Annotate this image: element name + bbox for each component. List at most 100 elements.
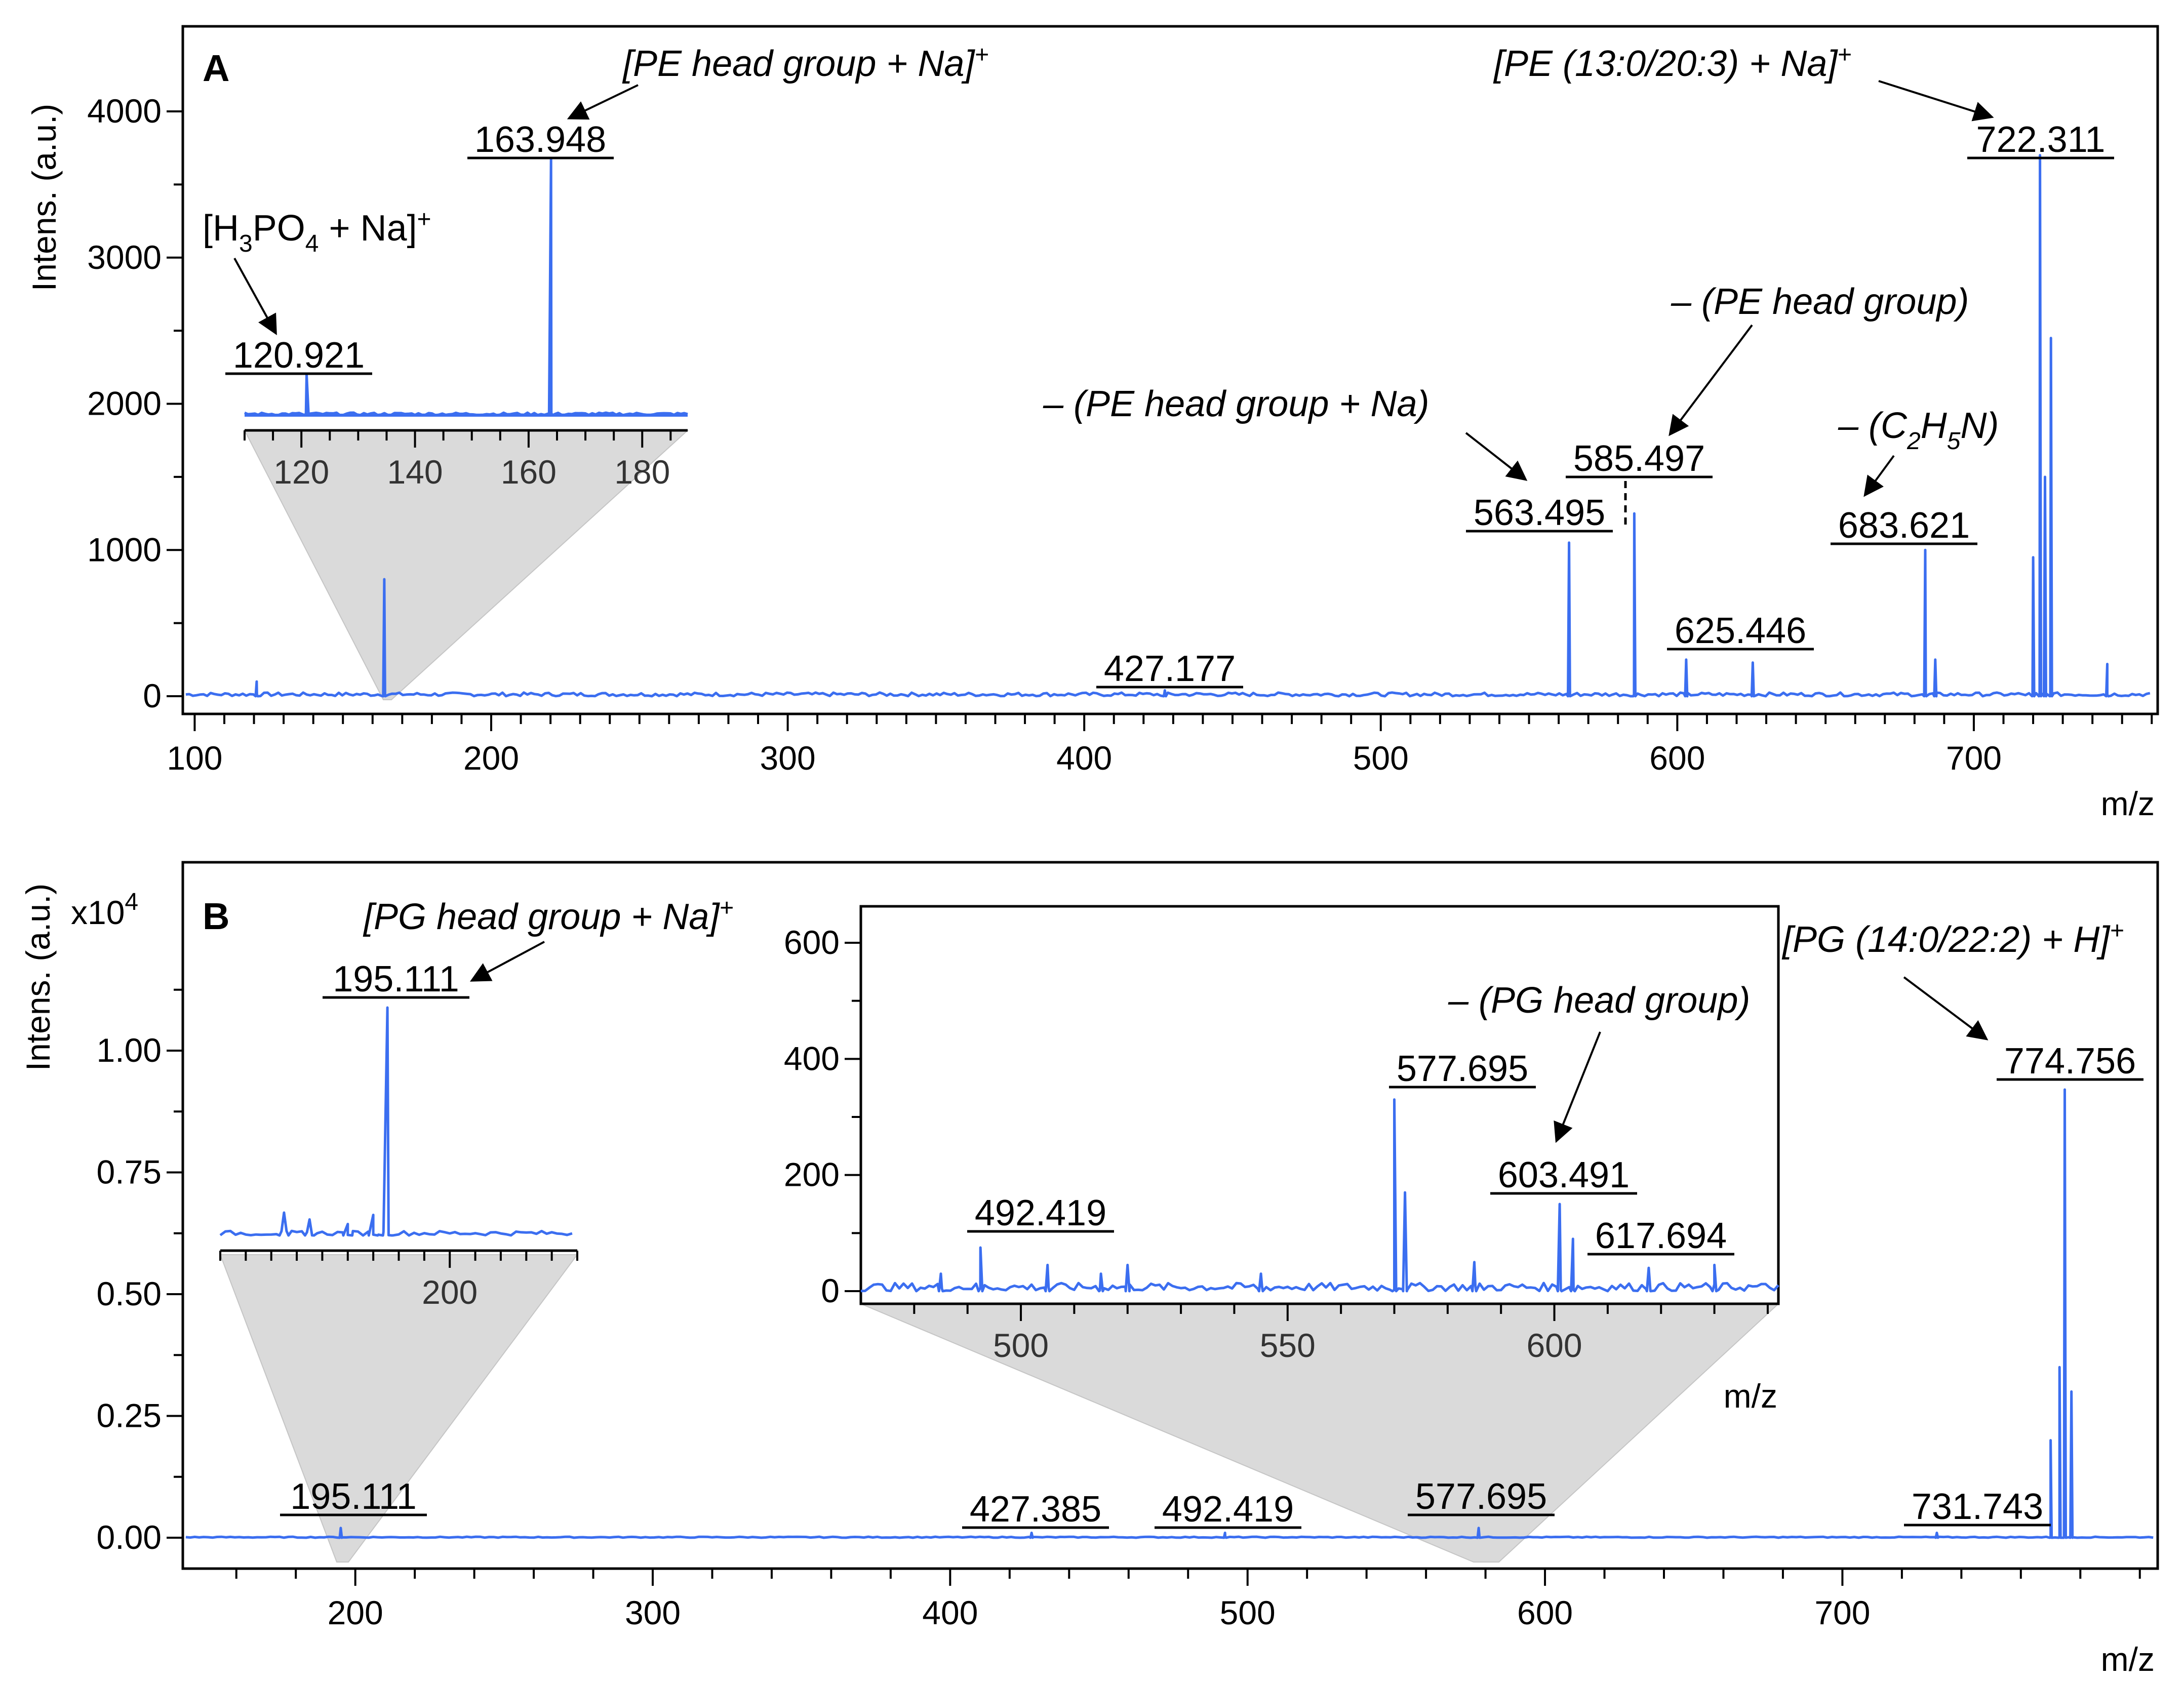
arrow-minus-pe-head-na xyxy=(1465,432,1528,481)
panel-a-spectrum-line xyxy=(185,154,2151,698)
x-tick-label: 600 xyxy=(1517,1594,1573,1631)
panel-b-letter: B xyxy=(203,895,229,937)
annotation-minus-c2h5n: – (C2H5N) xyxy=(1838,406,1999,455)
inset-b-large-y-ticks: 0 200 400 600 xyxy=(784,924,861,1309)
y-tick-label: 1000 xyxy=(87,531,162,568)
peak-label: 120.921 xyxy=(233,335,365,376)
panel-b-inset-large: 0 200 400 600 500 550 600 m/z 577.695 603.491… xyxy=(784,905,1780,1415)
panel-a-y-ticks: 0 1000 2000 3000 4000 xyxy=(87,92,183,714)
peak-label: 492.419 xyxy=(1162,1489,1294,1530)
arrow-minus-pg-head xyxy=(1554,1031,1601,1143)
x-tick-label: 600 xyxy=(1649,739,1705,777)
x-tick-label: 120 xyxy=(273,453,329,491)
annotation-minus-pe-head: – (PE head group) xyxy=(1671,282,1969,322)
peak-label: 585.497 xyxy=(1573,438,1705,479)
panel-b-y-ticks: 0.00 0.25 0.50 0.75 1.00 xyxy=(97,988,183,1556)
panel-b-y-title: Intens. (a.u.) xyxy=(19,884,57,1071)
peak-label: 577.695 xyxy=(1415,1476,1547,1517)
peak-label: 195.111 xyxy=(333,959,459,999)
y-tick-label: 0.00 xyxy=(97,1518,162,1556)
x-tick-label: 300 xyxy=(625,1594,681,1631)
annotation-pg-head-na: [PG head group + Na]+ xyxy=(363,895,734,937)
annotation-h3po4-na: [H3PO4 + Na]+ xyxy=(203,206,431,257)
panel-b-annotations: [PG head group + Na]+ [PG (14:0/22:2) + … xyxy=(363,895,2124,1040)
panel-b-peak-labels: 195.111 195.111 774.756 427.385 492.419 … xyxy=(280,959,2143,1530)
panel-b-spectrum-line xyxy=(185,1088,2154,1539)
y-tick-label: 400 xyxy=(784,1039,840,1077)
annotation-pe-head-na: [PE head group + Na]+ xyxy=(622,42,989,84)
arrow-h3po4-na xyxy=(233,258,277,336)
arrow-pe-parent xyxy=(1878,80,1994,122)
panel-b-x-ticks: 200 300 400 500 600 700 xyxy=(235,1569,2141,1631)
panel-b-frame xyxy=(181,861,2159,1570)
x-tick-label: 500 xyxy=(993,1327,1049,1364)
panel-b-y-multiplier: x104 xyxy=(71,889,138,931)
x-tick-label: 200 xyxy=(328,1594,383,1631)
panel-a-letter: A xyxy=(203,47,229,89)
annotation-minus-pe-head-na: – (PE head group + Na) xyxy=(1043,384,1429,424)
peak-label: 577.695 xyxy=(1397,1049,1528,1089)
arrow-pg-head-na xyxy=(469,941,545,982)
inset-b-large-frame xyxy=(859,905,1780,1305)
x-tick-label: 550 xyxy=(1260,1327,1316,1364)
y-tick-label: 0 xyxy=(821,1272,840,1309)
arrow-minus-c2h5n xyxy=(1863,455,1895,497)
y-tick-label: 0.75 xyxy=(97,1153,162,1191)
x-tick-label: 400 xyxy=(922,1594,978,1631)
y-tick-label: 1.00 xyxy=(97,1031,162,1069)
panel-b-inset-small: 200 xyxy=(219,1006,578,1311)
panel-a-peak-labels: 163.948 120.921 722.311 585.497 563.495 … xyxy=(225,119,2114,689)
inset-a-ticks: 120 140 160 180 xyxy=(244,430,672,491)
peak-label: 427.177 xyxy=(1104,649,1236,689)
annotation-minus-pg-head: – (PG head group) xyxy=(1448,980,1750,1021)
panel-a-y-title: Intens. (a.u.) xyxy=(25,104,63,292)
x-tick-label: 500 xyxy=(1353,739,1409,777)
x-tick-label: 200 xyxy=(422,1273,478,1311)
annotation-pe-parent: [PE (13:0/20:3) + Na]+ xyxy=(1493,42,1851,84)
peak-label: 195.111 xyxy=(290,1476,417,1517)
y-tick-label: 2000 xyxy=(87,385,162,422)
y-tick-label: 3000 xyxy=(87,238,162,276)
panel-a-x-title: m/z xyxy=(2101,785,2155,822)
x-tick-label: 160 xyxy=(501,453,557,491)
peak-label: 163.948 xyxy=(474,119,606,160)
panel-b: B 0.00 0.25 0.50 0.75 1.00 200 300 400 500 600 70… xyxy=(19,861,2159,1678)
panel-b-zoom-wedge-small xyxy=(219,1254,578,1563)
panel-a-inset: 120 140 160 180 xyxy=(244,158,688,491)
peak-label: 617.694 xyxy=(1595,1216,1727,1256)
y-tick-label: 0.25 xyxy=(97,1397,162,1434)
x-tick-label: 300 xyxy=(760,739,816,777)
peak-label: 731.743 xyxy=(1912,1487,2043,1527)
y-tick-label: 0 xyxy=(143,677,162,714)
panel-a-x-ticks: 100 200 300 400 500 600 700 xyxy=(167,714,2153,777)
inset-b-large-spectrum-line xyxy=(860,1098,1779,1293)
inset-a-spectrum-line xyxy=(244,158,688,417)
x-tick-label: 140 xyxy=(387,453,443,491)
x-tick-label: 600 xyxy=(1526,1327,1582,1364)
arrow-pg-parent xyxy=(1903,976,1989,1040)
arrow-minus-pe-head xyxy=(1669,324,1753,436)
peak-label: 427.385 xyxy=(970,1489,1101,1530)
peak-label: 722.311 xyxy=(1976,119,2106,160)
peak-label: 563.495 xyxy=(1474,493,1605,533)
panel-a-frame xyxy=(181,25,2159,715)
peak-label: 774.756 xyxy=(2004,1041,2136,1082)
peak-label: 603.491 xyxy=(1498,1155,1630,1195)
panel-b-x-title: m/z xyxy=(2101,1640,2155,1678)
x-tick-label: 200 xyxy=(463,739,519,777)
inset-b-large-x-title: m/z xyxy=(1724,1377,1777,1415)
x-tick-label: 180 xyxy=(614,453,670,491)
y-tick-label: 600 xyxy=(784,924,840,961)
inset-b-large-x-ticks: 500 550 600 xyxy=(913,1304,1769,1364)
x-tick-label: 500 xyxy=(1220,1594,1276,1631)
peak-label: 492.419 xyxy=(975,1193,1106,1233)
inset-b-small-spectrum-line xyxy=(219,1006,573,1237)
arrow-pe-head-na xyxy=(567,84,639,120)
peak-label: 625.446 xyxy=(1675,611,1806,651)
annotation-pg-parent: [PG (14:0/22:2) + H]+ xyxy=(1781,917,2124,960)
x-tick-label: 700 xyxy=(1814,1594,1870,1631)
panel-a: A 0 1000 2000 3000 4000 100 200 300 400 500 600 70… xyxy=(25,25,2159,822)
panel-a-annotations: [PE head group + Na]+ [H3PO4 + Na]+ [PE … xyxy=(203,42,1999,497)
y-tick-label: 200 xyxy=(784,1156,840,1193)
